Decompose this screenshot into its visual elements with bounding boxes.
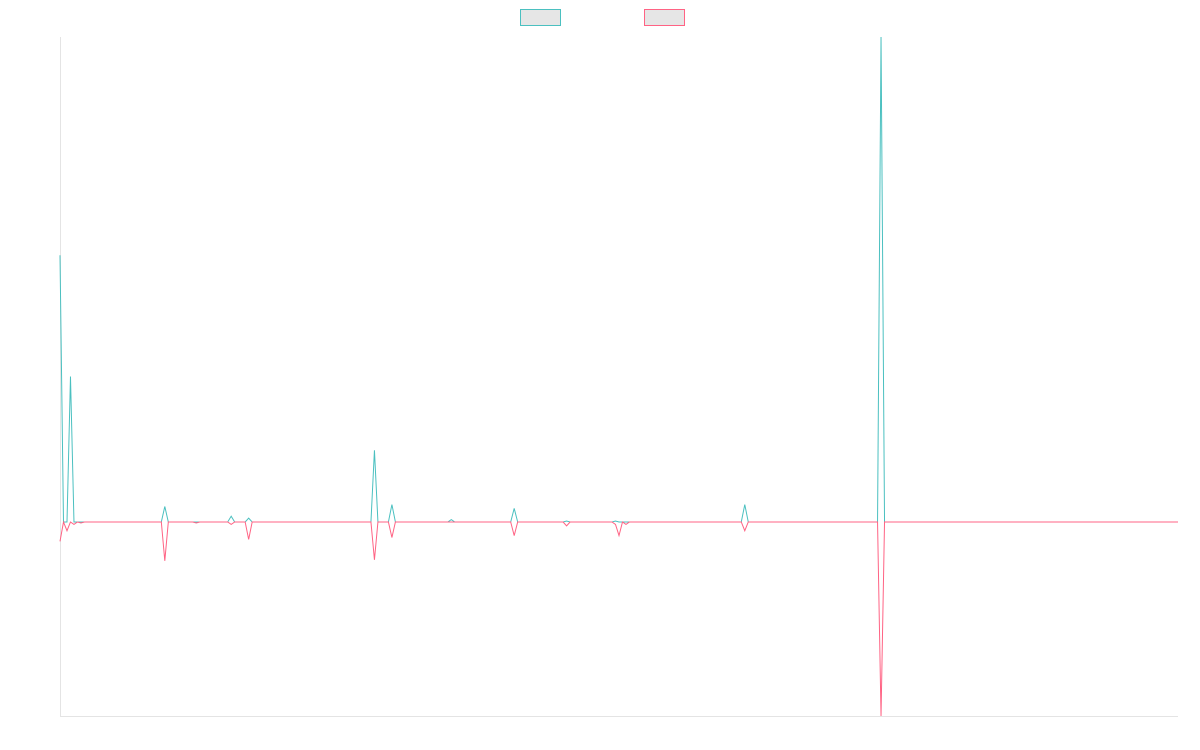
legend-swatch-2 bbox=[644, 9, 685, 26]
axes bbox=[60, 37, 1178, 717]
plot-area bbox=[59, 36, 1178, 717]
legend bbox=[520, 9, 685, 26]
legend-swatch-1 bbox=[520, 9, 561, 26]
series-2-line bbox=[59, 520, 1178, 717]
series-2 bbox=[59, 520, 1178, 717]
series-1-line bbox=[59, 36, 1178, 523]
series-1 bbox=[59, 36, 1178, 523]
